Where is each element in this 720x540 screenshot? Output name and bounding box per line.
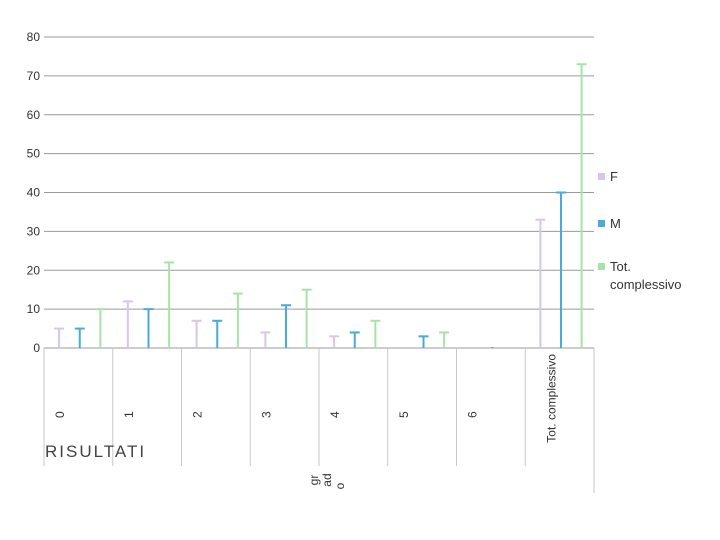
y-tick-label: 10 bbox=[27, 302, 41, 316]
bar bbox=[168, 262, 171, 348]
bar bbox=[333, 336, 336, 348]
bar bbox=[491, 347, 494, 348]
bar bbox=[560, 192, 562, 348]
y-tick-label: 70 bbox=[27, 69, 41, 83]
bar bbox=[443, 332, 446, 348]
bar bbox=[285, 305, 287, 348]
y-tick-label: 80 bbox=[27, 30, 41, 44]
bar bbox=[305, 289, 308, 348]
bar bbox=[580, 64, 583, 349]
bar bbox=[401, 347, 404, 348]
bar bbox=[99, 309, 102, 348]
bar bbox=[470, 347, 473, 348]
x-axis-label-part: ad bbox=[320, 473, 334, 486]
legend-label: M bbox=[610, 216, 621, 231]
legend-label: F bbox=[610, 169, 618, 184]
x-tick-label: 1 bbox=[122, 411, 136, 418]
y-tick-label: 40 bbox=[27, 186, 41, 200]
y-tick-label: 20 bbox=[27, 263, 41, 277]
x-axis-label: gr ad o bbox=[307, 473, 347, 489]
x-axis-label-part: o bbox=[333, 482, 347, 489]
bar bbox=[236, 293, 239, 348]
grid-lines bbox=[43, 36, 595, 493]
y-axis-ticks: 0 10 20 30 40 50 60 70 80 bbox=[27, 30, 41, 355]
bar bbox=[147, 309, 150, 348]
bar bbox=[374, 320, 377, 348]
bar bbox=[539, 219, 542, 348]
bar bbox=[216, 320, 219, 348]
legend: F M Tot. complessivo bbox=[598, 169, 682, 292]
bar bbox=[264, 332, 267, 348]
x-tick-label: 2 bbox=[191, 411, 205, 418]
bar bbox=[78, 328, 81, 348]
bar bbox=[422, 336, 425, 348]
legend-label: Tot. bbox=[610, 259, 631, 274]
bar bbox=[126, 301, 129, 348]
x-tick-label: 6 bbox=[466, 411, 480, 418]
x-tick-label: 3 bbox=[259, 411, 273, 418]
legend-label-cont: complessivo bbox=[610, 277, 682, 292]
y-tick-label: 60 bbox=[27, 108, 41, 122]
x-tick-label: 4 bbox=[328, 411, 342, 418]
page-title: RISULTATI bbox=[45, 442, 147, 461]
bar bbox=[353, 332, 356, 348]
x-tick-label: 0 bbox=[53, 411, 67, 418]
legend-swatch bbox=[598, 263, 605, 270]
legend-swatch bbox=[598, 173, 605, 180]
y-tick-label: 50 bbox=[27, 147, 41, 161]
bars bbox=[54, 63, 587, 349]
bar bbox=[58, 328, 61, 348]
x-tick-label: 5 bbox=[397, 411, 411, 418]
legend-swatch bbox=[598, 220, 605, 227]
bar bbox=[195, 320, 198, 348]
y-tick-label: 0 bbox=[33, 341, 40, 355]
bar bbox=[511, 347, 514, 348]
x-axis-ticks: 0 1 2 3 4 5 6 Tot. complessivo bbox=[53, 354, 559, 443]
x-axis-label-part: gr bbox=[307, 475, 321, 486]
y-tick-label: 30 bbox=[27, 224, 41, 238]
x-tick-label: Tot. complessivo bbox=[545, 354, 559, 443]
